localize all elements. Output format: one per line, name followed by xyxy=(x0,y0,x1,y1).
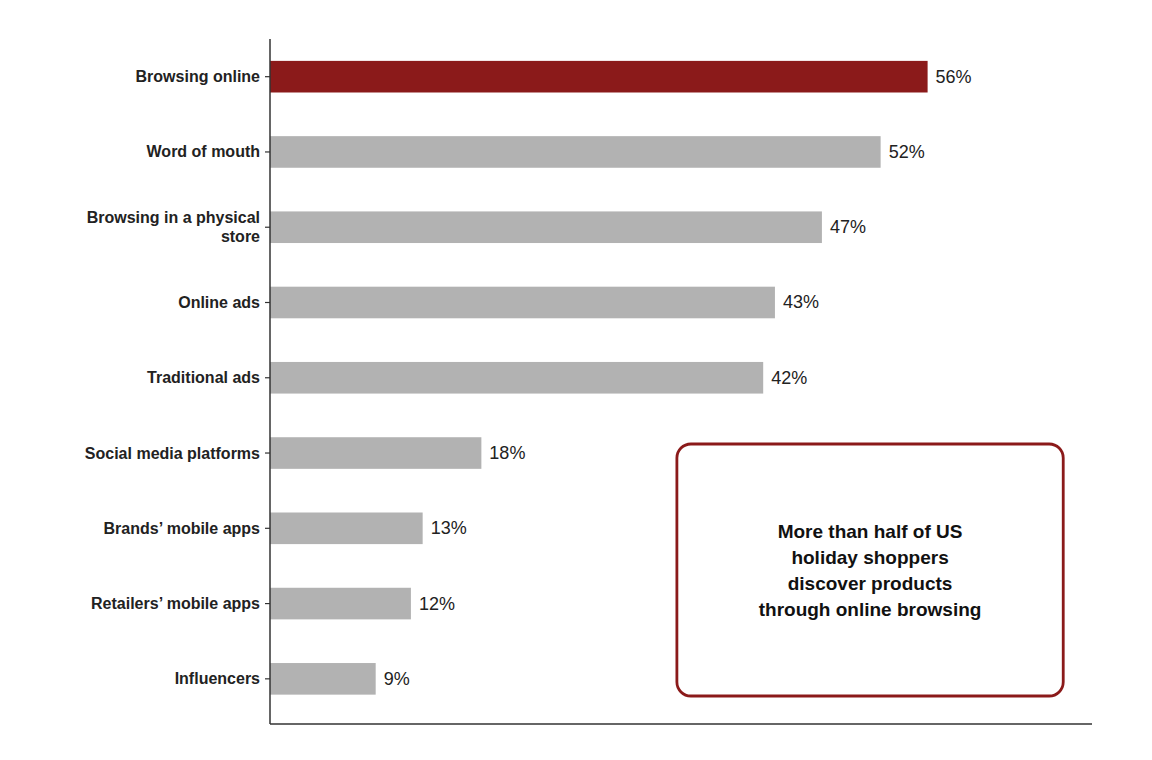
bar xyxy=(270,512,423,544)
y-tick-label: Browsing online xyxy=(136,68,261,85)
y-axis-line xyxy=(269,39,271,724)
data-label: 52% xyxy=(889,142,925,162)
bar xyxy=(270,588,411,620)
bar xyxy=(270,136,881,168)
annotation-line: holiday shoppers xyxy=(791,547,948,568)
y-tick-label-line: store xyxy=(221,228,260,245)
annotations: More than half of US holiday shoppers disc… xyxy=(677,444,1063,696)
annotation-line: More than half of US xyxy=(778,521,963,542)
y-tick xyxy=(265,678,270,679)
bar xyxy=(270,663,376,695)
y-tick-label: Word of mouth xyxy=(147,143,260,160)
y-tick-label-line: Browsing online xyxy=(136,68,261,85)
y-tick-label: Traditional ads xyxy=(147,369,260,386)
y-tick xyxy=(265,377,270,378)
y-tick-label-line: Brands’ mobile apps xyxy=(104,520,261,537)
y-tick xyxy=(265,528,270,529)
data-label: 56% xyxy=(936,67,972,87)
bar xyxy=(270,287,775,319)
annotation-line: discover products xyxy=(788,573,953,594)
data-label: 43% xyxy=(783,292,819,312)
y-ticks: Influencers Retailers’ mobile apps Brands’… xyxy=(85,68,270,687)
annotation-box xyxy=(677,444,1063,696)
data-label: 13% xyxy=(431,518,467,538)
y-tick-label: Retailers’ mobile apps xyxy=(91,595,260,612)
y-tick-label-line: Influencers xyxy=(175,670,260,687)
y-tick-label-line: Browsing in a physical xyxy=(87,209,260,226)
axes xyxy=(270,39,1092,724)
y-tick-label: Brands’ mobile apps xyxy=(104,520,261,537)
data-label: 9% xyxy=(384,669,410,689)
bar xyxy=(270,211,822,243)
y-tick-label-line: Retailers’ mobile apps xyxy=(91,595,260,612)
bar xyxy=(270,61,928,93)
y-tick xyxy=(265,76,270,77)
annotation-line: through online browsing xyxy=(759,599,982,620)
y-tick-label: Social media platforms xyxy=(85,445,260,462)
y-tick xyxy=(265,151,270,152)
bar xyxy=(270,437,481,469)
background xyxy=(0,0,1152,760)
y-tick xyxy=(265,302,270,303)
y-tick xyxy=(265,452,270,453)
y-tick xyxy=(265,603,270,604)
y-tick xyxy=(265,227,270,228)
data-label: 42% xyxy=(771,368,807,388)
y-tick-label: Browsing in a physical store xyxy=(87,209,260,245)
y-tick-label: Online ads xyxy=(178,294,260,311)
annotation-text: More than half of US holiday shoppers disc… xyxy=(759,521,982,620)
y-tick-label-line: Online ads xyxy=(178,294,260,311)
bar xyxy=(270,362,763,394)
data-label: 47% xyxy=(830,217,866,237)
y-tick-label-line: Word of mouth xyxy=(147,143,260,160)
data-label: 12% xyxy=(419,594,455,614)
y-tick-label-line: Traditional ads xyxy=(147,369,260,386)
y-tick-label-line: Social media platforms xyxy=(85,445,260,462)
y-tick-label: Influencers xyxy=(175,670,260,687)
chart: 9% 12% 13% 18% 42% 43% 47% 52% 56% Influencers Ret… xyxy=(0,0,1152,760)
x-axis-line xyxy=(270,723,1092,725)
data-label: 18% xyxy=(489,443,525,463)
